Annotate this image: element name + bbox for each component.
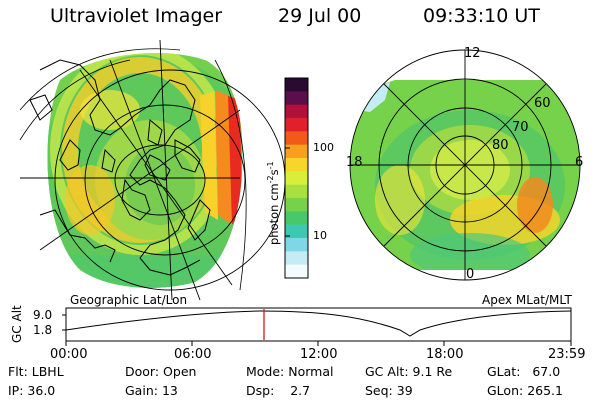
mlt-label-6: 6 (575, 155, 584, 170)
colorbar-swatch (285, 171, 308, 186)
dsp-value: 2.7 (290, 383, 311, 398)
gcalt-info: GC Alt: 9.1 Re (365, 364, 452, 379)
colorbar-swatch (285, 131, 308, 146)
seq-label: Seq: (365, 383, 393, 398)
door-label: Door: (125, 364, 160, 379)
gain-label: Gain: (125, 383, 158, 398)
colorbar-unit-sup2: -1 (266, 161, 275, 170)
instrument-title: Ultraviolet Imager (50, 5, 223, 27)
colorbar-unit-sup1: -2 (266, 175, 275, 184)
mlat-label-70: 70 (512, 120, 529, 135)
colorbar-swatch (285, 144, 308, 159)
colorbar-unit-text: photon cm (266, 183, 281, 245)
colorbar-swatch (285, 78, 308, 92)
colorbar (285, 78, 308, 279)
mode-info: Mode: Normal (246, 364, 334, 379)
colorbar-swatch (285, 224, 308, 239)
colorbar-swatch (285, 238, 308, 252)
gain-info: Gain: 13 (125, 383, 178, 398)
colorbar-unit-mid: s (266, 169, 281, 176)
colorbar-swatch (285, 251, 308, 266)
timeline-ylabel: GC Alt (10, 305, 24, 343)
ip-value: 36.0 (27, 383, 56, 398)
dsp-info: Dsp: 2.7 (246, 383, 310, 398)
colorbar-swatch (285, 91, 308, 106)
timeline-xtick-1200: 12:00 (300, 347, 338, 362)
gcalt-label: GC Alt: (365, 364, 409, 379)
colorbar-label-100: 100 (313, 141, 334, 154)
colorbar-swatch (285, 198, 308, 212)
colorbar-swatch (285, 264, 308, 279)
colorbar-label-10: 10 (313, 229, 327, 242)
apex-grid (349, 49, 581, 281)
colorbar-swatch (285, 211, 308, 226)
gcalt-value: 9.1 Re (412, 364, 453, 379)
glon-value: 265.1 (527, 383, 563, 398)
filter-label: Flt: (8, 364, 28, 379)
timeline-xtick-2359: 23:59 (548, 347, 586, 362)
filter-value: LBHL (31, 364, 64, 379)
mode-value: Normal (288, 364, 334, 379)
colorbar-swatch (285, 104, 308, 119)
mode-label: Mode: (246, 364, 285, 379)
glat-label: GLat: (487, 364, 521, 379)
glat-info: GLat: 67.0 (487, 364, 560, 379)
ip-info: IP: 36.0 (8, 383, 55, 398)
timeline-xtick-0000: 00:00 (50, 347, 88, 362)
mlt-label-0: 0 (466, 267, 475, 282)
mlt-label-12: 12 (464, 46, 481, 61)
colorbar-swatch (285, 184, 308, 199)
ip-label: IP: (8, 383, 24, 398)
colorbar-frame (284, 77, 309, 279)
timeline-ytick-9: 9.0 (33, 308, 53, 322)
glon-label: GLon: (487, 383, 524, 398)
door-info: Door: Open (125, 364, 196, 379)
glon-info: GLon: 265.1 (487, 383, 563, 398)
observation-time: 09:33:10 UT (423, 5, 540, 27)
altitude-curve (65, 310, 572, 337)
timeline-xtick-1800: 18:00 (426, 347, 464, 362)
observation-date: 29 Jul 00 (278, 5, 362, 27)
timeline-ytick-1: 1.8 (33, 323, 53, 337)
filter-info: Flt: LBHL (8, 364, 64, 379)
glat-value: 67.0 (532, 364, 561, 379)
colorbar-unit-label: photon cm-2s-1 (266, 161, 281, 245)
coastline-map (29, 59, 211, 276)
colorbar-swatch (285, 118, 308, 132)
timeline-xticks (65, 341, 572, 346)
mlat-label-60: 60 (534, 96, 551, 111)
timeline-xtick-0600: 06:00 (174, 347, 212, 362)
seq-info: Seq: 39 (365, 383, 413, 398)
mlat-label-80: 80 (492, 138, 509, 153)
geographic-auroral-image (47, 52, 243, 288)
colorbar-swatch (285, 158, 308, 172)
outer-projection-arcs (19, 48, 247, 291)
seq-value: 39 (396, 383, 413, 398)
gain-value: 13 (161, 383, 178, 398)
geographic-panel-label: Geographic Lat/Lon (70, 293, 188, 307)
mlt-label-18: 18 (346, 155, 363, 170)
dsp-label: Dsp: (246, 383, 275, 398)
door-value: Open (163, 364, 197, 379)
apex-panel-label: Apex MLat/MLT (482, 293, 572, 307)
